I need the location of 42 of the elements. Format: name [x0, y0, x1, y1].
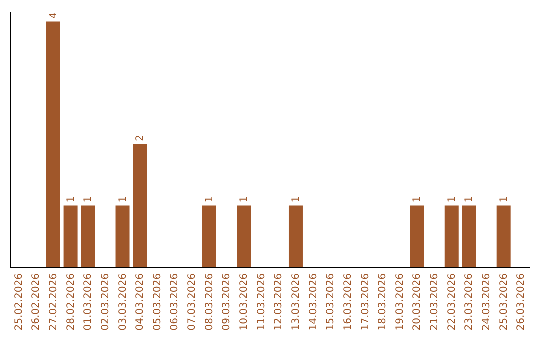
x-tick-label: 01.03.2026 — [83, 274, 94, 331]
x-tick-label: 14.03.2026 — [308, 274, 320, 331]
x-tick-label: 27.02.2026 — [48, 274, 60, 331]
x-tick-label: 04.03.2026 — [135, 274, 146, 331]
x-tick-label: 21.03.2026 — [430, 274, 441, 331]
data-label: 1 — [412, 196, 424, 203]
x-tick-label: 28.02.2026 — [66, 274, 77, 331]
x-tick-label: 10.03.2026 — [239, 274, 250, 331]
data-label: 2 — [135, 135, 146, 142]
x-tick-label: 26.02.2026 — [31, 274, 42, 331]
x-tick-label: 25.03.2026 — [498, 274, 510, 331]
data-label: 1 — [290, 196, 302, 203]
x-tick-label: 26.03.2026 — [516, 274, 528, 331]
x-tick-label: 17.03.2026 — [360, 274, 372, 331]
x-tick-label: 24.03.2026 — [482, 274, 493, 331]
x-tick-label: 20.03.2026 — [412, 274, 424, 331]
x-tick-label: 03.03.2026 — [118, 274, 129, 331]
data-label: 1 — [83, 196, 94, 203]
data-label: 1 — [464, 196, 476, 203]
data-label: 1 — [66, 196, 77, 203]
x-tick-label: 23.03.2026 — [464, 274, 476, 331]
x-tick-label: 11.03.2026 — [256, 274, 268, 331]
x-tick-label: 07.03.2026 — [187, 274, 198, 331]
data-label: 1 — [239, 196, 250, 203]
x-tick-label: 25.02.2026 — [14, 274, 25, 331]
x-tick-label: 16.03.2026 — [342, 274, 354, 331]
data-label: 1 — [446, 196, 458, 203]
data-label: 1 — [498, 196, 510, 203]
x-tick-label: 13.03.2026 — [290, 274, 302, 331]
x-tick-label: 06.03.2026 — [170, 274, 181, 331]
data-label: 4 — [48, 12, 60, 19]
x-tick-label: 08.03.2026 — [204, 274, 216, 331]
x-tick-label: 02.03.2026 — [100, 274, 112, 331]
x-tick-label: 05.03.2026 — [152, 274, 164, 331]
data-label: 1 — [118, 196, 129, 203]
x-tick-label: 19.03.2026 — [394, 274, 406, 331]
x-tick-label: 18.03.2026 — [378, 274, 389, 331]
x-tick-label: 09.03.2026 — [222, 274, 233, 331]
data-label: 1 — [204, 196, 216, 203]
x-tick-label: 12.03.2026 — [274, 274, 285, 331]
x-tick-label: 15.03.2026 — [326, 274, 337, 331]
x-tick-label: 22.03.2026 — [446, 274, 458, 331]
